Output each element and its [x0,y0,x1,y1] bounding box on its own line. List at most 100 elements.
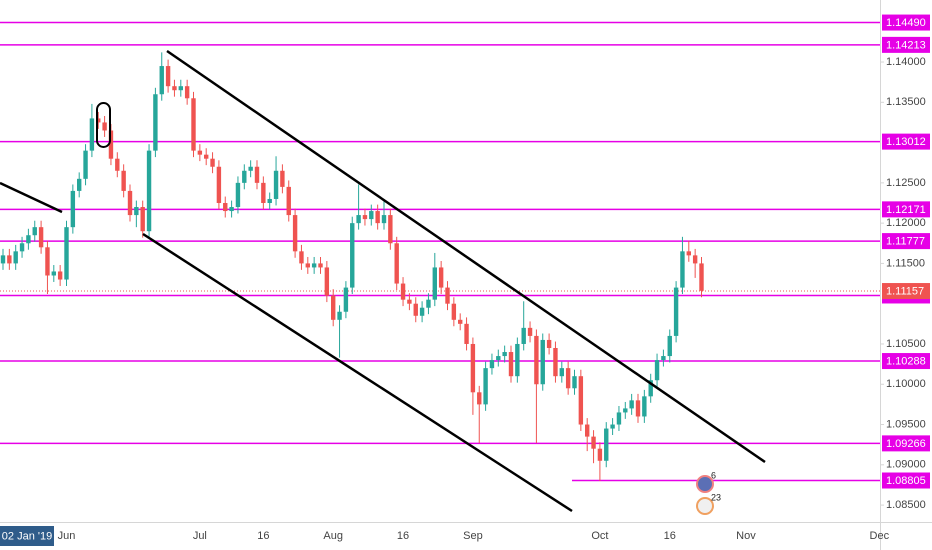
last-price-box [882,283,930,300]
candle-body [77,178,82,191]
candle-body [610,424,615,429]
candle-body [629,400,634,409]
event-badge [696,497,714,515]
y-tick-label: 1.09000 [886,459,926,471]
candle-body [267,198,272,203]
highlight-ellipse [96,102,111,148]
candle-body [527,327,533,336]
candle-body [381,215,387,224]
candle-body [667,335,672,357]
candle-body [559,368,564,377]
candle-body [692,255,698,264]
candle-body [432,267,437,300]
candle-body [597,448,603,461]
event-count: 23 [711,492,721,502]
candle-body [0,255,6,264]
candle-body [534,335,539,385]
candle-body [273,170,279,199]
candle-body [89,118,95,151]
candle-body [362,215,368,220]
candle-body [64,227,69,280]
candle-body [153,94,158,151]
candle-body [343,287,349,312]
candle-body [483,368,488,405]
candle-body [83,150,88,179]
level-label: 1.11777 [886,236,925,248]
y-tick-label: 1.14000 [886,56,926,68]
drawings [0,49,766,513]
level-label: 1.14213 [886,39,926,51]
x-tick-label: Aug [323,530,343,542]
candle-body [413,303,418,316]
candle-body [254,166,260,183]
last-price-label: 1.11157 [886,285,924,297]
candle-body [146,150,152,232]
level-label-box [882,233,930,250]
y-tick-label: 1.12000 [886,217,926,229]
y-tick-label: 1.08500 [886,499,926,511]
level-label-box [882,201,930,218]
candle-body [70,190,76,228]
candle-body [623,408,628,413]
candle-body [235,182,241,208]
candle-body [229,207,234,212]
candle-body [680,251,685,288]
candle-body [477,392,482,405]
candle-body [350,223,355,288]
candle-body [604,428,609,461]
level-label-box [882,133,930,150]
level-label: 1.09266 [886,438,926,450]
candle-body [426,299,431,308]
x-tick-label: Sep [463,530,483,542]
level-label-box [882,14,930,31]
candle-body [13,251,18,264]
candle-body [591,436,596,449]
level-label-box [882,472,930,489]
candle-body [337,311,342,320]
candle-body [51,271,56,276]
candle-body [616,412,622,425]
candle-body [32,227,37,236]
candle-body [26,235,31,244]
trend-line [142,232,573,513]
candle-body [280,170,285,187]
x-tick-label: 16 [257,530,269,542]
candle-body [515,343,520,377]
candle-body [686,251,691,256]
candle-body [673,287,679,336]
candle-body [19,243,25,252]
candle-body [324,267,330,296]
cursor-label-box [0,526,54,546]
candle-body [242,170,247,183]
candle-body [553,348,558,377]
level-label-box [882,435,930,452]
candle-body [172,86,177,91]
candle-body [388,215,393,244]
level-label: 1.10288 [886,355,926,367]
candle-body [394,243,399,284]
level-label-box [882,36,930,53]
x-tick-label: 16 [397,530,409,542]
x-tick-label: 16 [664,530,676,542]
level-label: 1.12171 [886,204,926,216]
candle-body [134,207,139,216]
candle-body [115,158,120,171]
candle-body [311,263,317,268]
candle-body [565,368,571,389]
candle-body [464,323,469,344]
candle-body [7,255,12,264]
candle-body [184,86,190,99]
candle-body [572,376,577,389]
candle-body [400,283,406,300]
candle-body [635,400,641,417]
level-label: 1.13012 [886,136,926,148]
candle-body [140,207,145,232]
level-label: 1.08805 [886,475,926,487]
candle-body [318,263,323,268]
candle-body [216,166,222,203]
candle-body [661,356,666,361]
x-tick-label: Oct [591,530,608,542]
x-tick-label: Jun [58,530,76,542]
candle-body [102,122,107,131]
